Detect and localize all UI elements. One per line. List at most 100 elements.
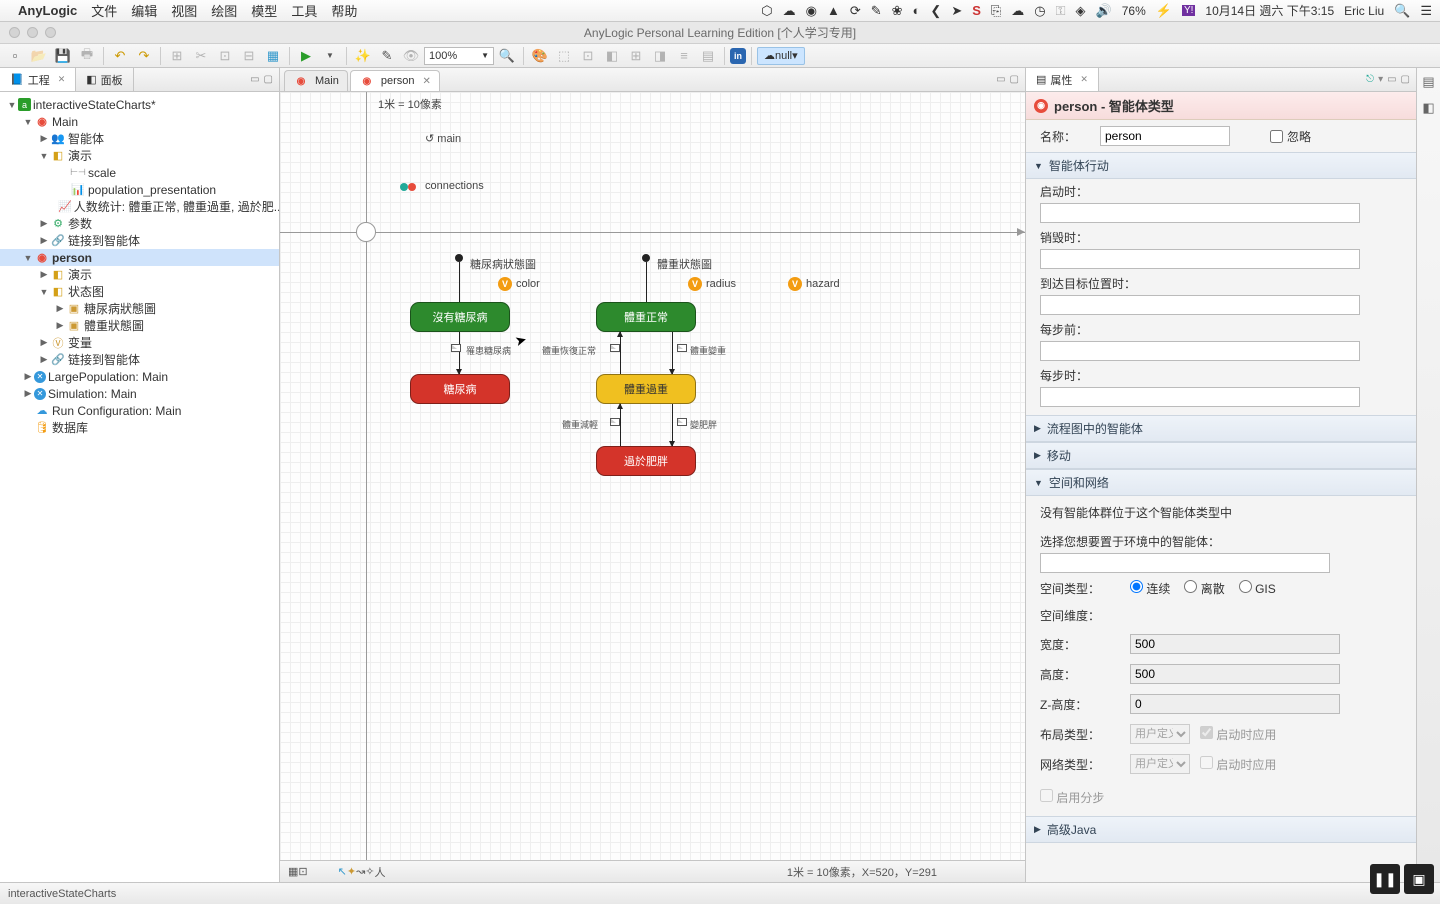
input-width[interactable] [1130, 634, 1340, 654]
tree-params[interactable]: ▶⚙参数 [0, 215, 279, 232]
tree-main[interactable]: ▼◉Main [0, 113, 279, 130]
tool5-icon[interactable]: ▦ [262, 46, 284, 66]
vt1-icon[interactable]: ▤ [1422, 74, 1434, 90]
tree-run-cfg[interactable]: ☁Run Configuration: Main [0, 402, 279, 419]
save-icon[interactable]: 💾 [52, 46, 74, 66]
t10-icon[interactable]: ◨ [649, 46, 671, 66]
input-start[interactable] [1040, 203, 1360, 223]
close-tab-icon[interactable]: ✕ [422, 76, 430, 87]
pmin-icon[interactable]: ▭ [1387, 74, 1396, 85]
app6-icon[interactable]: ☁ [1011, 3, 1024, 19]
ignore-checkbox[interactable] [1270, 130, 1283, 143]
menu-file[interactable]: 文件 [91, 1, 117, 20]
dropbox-icon[interactable]: ⬡ [761, 3, 772, 19]
app2-icon[interactable]: ◐ [913, 3, 921, 18]
tab-person[interactable]: ◉person✕ [350, 70, 440, 91]
line-icon[interactable]: ◉ [806, 3, 817, 19]
state-diabetes[interactable]: 糖尿病 [410, 374, 510, 404]
tree-vars[interactable]: ▶Ⓥ变量 [0, 334, 279, 351]
tool3-icon[interactable]: ⊡ [214, 46, 236, 66]
menu-tools[interactable]: 工具 [291, 1, 317, 20]
wifi-icon[interactable]: ◈ [1076, 3, 1086, 19]
tree-pop-pres[interactable]: 📊population_presentation [0, 181, 279, 198]
battery-icon[interactable]: ⚡ [1156, 3, 1172, 19]
evernote-icon[interactable]: ✎ [871, 3, 882, 19]
eye-icon[interactable]: 👁 [400, 46, 422, 66]
tree-sc-weight[interactable]: ▶▣體重狀態圖 [0, 317, 279, 334]
input-before-step[interactable] [1040, 341, 1360, 361]
cv5-icon[interactable]: ↝ [356, 865, 365, 878]
tree-person[interactable]: ▼◉person [0, 249, 279, 266]
min-dot[interactable] [27, 27, 38, 38]
wand-icon[interactable]: ✨ [352, 46, 374, 66]
tab-properties[interactable]: ▤ 属性 ✕ [1026, 68, 1099, 91]
var-hazard-icon[interactable]: V [788, 277, 802, 291]
cv2-icon[interactable]: ⊡ [298, 865, 307, 878]
pause-button[interactable]: ❚❚ [1370, 864, 1400, 894]
menu-edit[interactable]: 编辑 [131, 1, 157, 20]
menu-draw[interactable]: 绘图 [211, 1, 237, 20]
sect-java[interactable]: ▶高级Java [1026, 816, 1416, 843]
tree-stats[interactable]: 📈人数统计: 體重正常, 體重過重, 過於肥... [0, 198, 279, 215]
tree-root[interactable]: ▼ainteractiveStateCharts* [0, 96, 279, 113]
tree-statechart[interactable]: ▼◧状态图 [0, 283, 279, 300]
sect-behavior[interactable]: ▼智能体行动 [1026, 152, 1416, 179]
sync-icon[interactable]: ⟳ [850, 3, 861, 19]
cv7-icon[interactable]: 人 [375, 864, 386, 880]
run-icon[interactable]: ▶ [295, 46, 317, 66]
canvas[interactable]: 1米 = 10像素 ↺ main connections V color V r… [280, 92, 1025, 882]
close-dot[interactable] [9, 27, 20, 38]
input-z[interactable] [1130, 694, 1340, 714]
input-height[interactable] [1130, 664, 1340, 684]
dd-icon[interactable]: ▾ [1378, 74, 1383, 85]
name-input[interactable] [1100, 126, 1230, 146]
input-choose-env[interactable] [1040, 553, 1330, 573]
zoom-combo[interactable]: 100%▼ [424, 47, 494, 65]
project-tree[interactable]: ▼ainteractiveStateCharts* ▼◉Main ▶👥智能体 ▼… [0, 92, 279, 882]
select-layout[interactable]: 用户定义 [1130, 724, 1190, 744]
max-dot[interactable] [45, 27, 56, 38]
radio-disc[interactable]: 离散 [1184, 580, 1224, 597]
app4-icon[interactable]: ➤ [951, 3, 962, 19]
menu-model[interactable]: 模型 [251, 1, 277, 20]
t9-icon[interactable]: ⊞ [625, 46, 647, 66]
tab-main[interactable]: ◉Main [284, 70, 348, 91]
select-net[interactable]: 用户定义 [1130, 754, 1190, 774]
battery-text[interactable]: 76% [1122, 4, 1146, 18]
state-over[interactable]: 體重過重 [596, 374, 696, 404]
run-drop-icon[interactable]: ▼ [319, 46, 341, 66]
tab-panel[interactable]: ◧ 面板 [76, 68, 133, 91]
pal-icon[interactable]: 🎨 [529, 46, 551, 66]
tree-sim[interactable]: ▶✕Simulation: Main [0, 385, 279, 402]
var-radius-icon[interactable]: V [688, 277, 702, 291]
t8-icon[interactable]: ◧ [601, 46, 623, 66]
print-icon[interactable]: 🖶 [76, 46, 98, 66]
cv3-icon[interactable]: ↖ [338, 865, 347, 878]
user-text[interactable]: Eric Liu [1344, 4, 1384, 18]
tool4-icon[interactable]: ⊟ [238, 46, 260, 66]
app3-icon[interactable]: ❮ [930, 3, 941, 19]
min-icon[interactable]: ▭ [250, 74, 259, 85]
ed-max-icon[interactable]: ▢ [1010, 74, 1019, 85]
brush-icon[interactable]: ✎ [376, 46, 398, 66]
bt-icon[interactable]: ⚿ [1056, 3, 1066, 19]
open-icon[interactable]: 📂 [28, 46, 50, 66]
pmax-icon[interactable]: ▢ [1401, 74, 1410, 85]
app-name[interactable]: AnyLogic [18, 3, 77, 18]
redo-icon[interactable]: ↷ [133, 46, 155, 66]
radio-cont[interactable]: 连续 [1130, 580, 1170, 597]
tree-person-demo[interactable]: ▶◧演示 [0, 266, 279, 283]
tree-db[interactable]: 🛢数据库 [0, 419, 279, 436]
present-button[interactable]: ▣ [1404, 864, 1434, 894]
var-color-icon[interactable]: V [498, 277, 512, 291]
cloud-icon[interactable]: ☁ [783, 3, 796, 19]
menu-view[interactable]: 视图 [171, 1, 197, 20]
undo-icon[interactable]: ↶ [109, 46, 131, 66]
tree-link-agent2[interactable]: ▶🔗链接到智能体 [0, 351, 279, 368]
t7-icon[interactable]: ⊡ [577, 46, 599, 66]
cv4-icon[interactable]: ✦ [347, 865, 356, 878]
clock-icon[interactable]: ◷ [1034, 3, 1045, 19]
t12-icon[interactable]: ▤ [697, 46, 719, 66]
t6-icon[interactable]: ⬚ [553, 46, 575, 66]
volume-icon[interactable]: 🔊 [1096, 3, 1112, 19]
